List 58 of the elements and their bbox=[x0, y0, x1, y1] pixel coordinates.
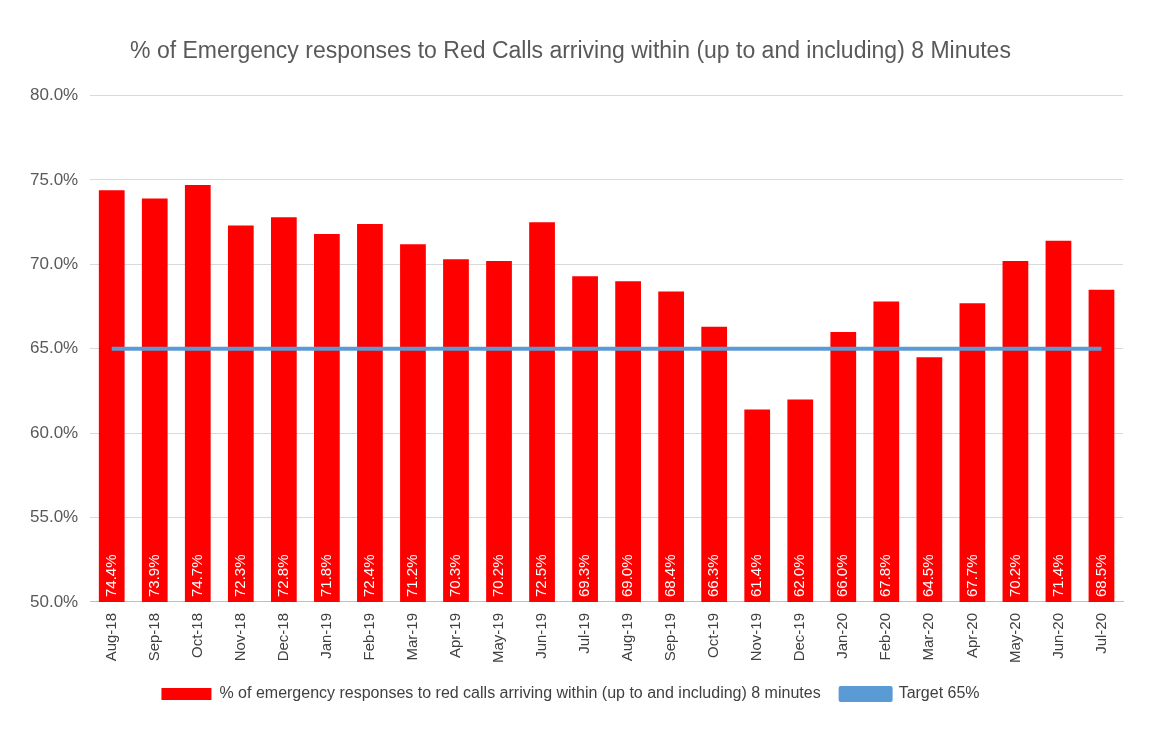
y-tick-label: 75.0% bbox=[30, 169, 79, 189]
y-tick-label: 50.0% bbox=[30, 591, 79, 611]
data-label: 72.4% bbox=[360, 554, 378, 597]
data-label: 66.0% bbox=[833, 554, 851, 597]
x-tick-label: Apr-19 bbox=[446, 612, 464, 659]
data-label: 70.3% bbox=[446, 554, 464, 597]
x-tick-label: Aug-18 bbox=[101, 612, 119, 662]
x-tick-label: Jan-20 bbox=[833, 612, 851, 659]
x-tick-label: Dec-18 bbox=[273, 612, 291, 662]
data-label: 61.4% bbox=[747, 554, 765, 597]
x-tick-label: Nov-18 bbox=[230, 612, 248, 662]
data-label: 70.2% bbox=[489, 554, 507, 597]
x-tick-label: Apr-20 bbox=[962, 612, 980, 659]
data-label: 72.3% bbox=[230, 554, 248, 597]
x-tick-label: Aug-19 bbox=[618, 612, 636, 662]
y-tick-label: 55.0% bbox=[30, 507, 79, 527]
data-label: 67.7% bbox=[962, 554, 980, 597]
x-tick-label: Jul-20 bbox=[1091, 612, 1109, 654]
y-tick-label: 70.0% bbox=[30, 254, 79, 274]
data-label: 62.0% bbox=[790, 554, 808, 597]
data-label: 68.4% bbox=[661, 554, 679, 597]
data-label: 68.5% bbox=[1091, 554, 1109, 597]
chart-title: % of Emergency responses to Red Calls arriving within (up to and including) 8 Minutes bbox=[130, 37, 1011, 64]
x-tick-label: Sep-18 bbox=[144, 612, 162, 662]
x-tick-label: Sep-19 bbox=[661, 612, 679, 662]
data-label: 71.4% bbox=[1048, 554, 1066, 597]
x-tick-label: Mar-19 bbox=[403, 612, 421, 661]
data-label: 70.2% bbox=[1005, 554, 1023, 597]
x-tick-label: Nov-19 bbox=[747, 612, 765, 662]
legend-label: Target 65% bbox=[898, 684, 980, 702]
data-label: 69.3% bbox=[575, 554, 593, 597]
y-tick-label: 65.0% bbox=[30, 338, 79, 358]
x-tick-label: Jan-19 bbox=[317, 612, 335, 659]
data-label: 66.3% bbox=[704, 554, 722, 597]
x-tick-label: Oct-18 bbox=[187, 612, 205, 658]
x-tick-label: Feb-20 bbox=[876, 612, 894, 661]
x-tick-label: Jul-19 bbox=[575, 612, 593, 654]
data-label: 74.7% bbox=[187, 554, 205, 597]
x-tick-label: Dec-19 bbox=[790, 612, 808, 662]
data-label: 73.9% bbox=[144, 554, 162, 597]
y-tick-label: 80.0% bbox=[30, 85, 79, 105]
data-label: 69.0% bbox=[618, 554, 636, 597]
data-label: 71.2% bbox=[403, 554, 421, 597]
x-tick-label: Jun-19 bbox=[532, 612, 550, 659]
x-tick-label: May-19 bbox=[489, 612, 507, 664]
y-tick-label: 60.0% bbox=[30, 422, 79, 442]
data-label: 72.8% bbox=[273, 554, 291, 597]
x-tick-label: Feb-19 bbox=[360, 612, 378, 661]
x-tick-label: Oct-19 bbox=[704, 612, 722, 658]
data-label: 67.8% bbox=[876, 554, 894, 597]
x-tick-label: Mar-20 bbox=[919, 612, 937, 661]
legend-label: % of emergency responses to red calls arriving within (up to and including) 8 minutes bbox=[219, 684, 821, 702]
data-label: 72.5% bbox=[532, 554, 550, 597]
data-label: 71.8% bbox=[317, 554, 335, 597]
x-tick-label: May-20 bbox=[1005, 612, 1023, 664]
data-label: 64.5% bbox=[919, 554, 937, 597]
x-tick-label: Jun-20 bbox=[1048, 612, 1066, 659]
data-label: 74.4% bbox=[101, 554, 119, 597]
